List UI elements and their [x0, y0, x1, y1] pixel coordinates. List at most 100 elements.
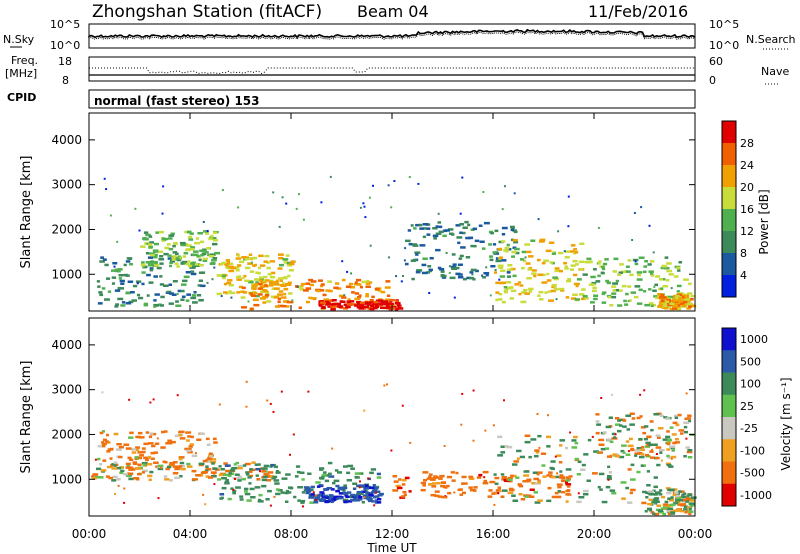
- y-tick-label: 2000: [51, 427, 82, 441]
- colorbar-label: 8: [740, 247, 747, 260]
- heatmap-cell: [620, 481, 627, 484]
- heatmap-cell: [274, 305, 280, 308]
- heatmap-cell: [153, 461, 159, 464]
- heatmap-cell: [422, 227, 427, 230]
- heatmap-cell: [437, 495, 443, 498]
- heatmap-cell: [636, 447, 642, 450]
- heatmap-cell: [546, 499, 552, 503]
- heatmap-cell: [350, 498, 356, 502]
- heatmap-cell: [361, 280, 367, 284]
- nsky-tick-top: 10^5: [50, 18, 80, 31]
- heatmap-cell: [611, 492, 617, 495]
- heatmap-cell: [120, 304, 126, 307]
- heatmap-cell: [644, 510, 648, 513]
- heatmap-cell: [554, 491, 559, 495]
- heatmap-cell: [269, 475, 274, 478]
- heatmap-cell: [257, 293, 263, 296]
- heatmap-cell: [150, 260, 154, 263]
- heatmap-cell: [350, 272, 353, 275]
- heatmap-cell: [255, 474, 259, 477]
- heatmap-cell: [147, 264, 154, 267]
- colorbar-swatch: [722, 483, 736, 507]
- heatmap-cell: [247, 476, 252, 479]
- heatmap-cell: [155, 231, 160, 234]
- heatmap-cell: [481, 274, 483, 277]
- heatmap-cell: [394, 308, 399, 311]
- heatmap-cell: [365, 285, 371, 288]
- heatmap-cell: [153, 305, 157, 308]
- heatmap-cell: [596, 423, 602, 426]
- heatmap-cell: [318, 304, 323, 307]
- heatmap-cell: [634, 260, 637, 263]
- velocity-colorbar-title: Velocity [m s⁻¹]: [779, 377, 793, 470]
- heatmap-cell: [258, 276, 263, 279]
- heatmap-cell: [210, 234, 214, 238]
- heatmap-cell: [638, 288, 643, 292]
- heatmap-cell: [538, 446, 541, 449]
- heatmap-cell: [352, 487, 357, 490]
- heatmap-cell: [665, 435, 671, 439]
- heatmap-cell: [503, 290, 508, 294]
- heatmap-cell: [363, 205, 366, 208]
- heatmap-cell: [683, 492, 687, 495]
- heatmap-cell: [278, 256, 284, 260]
- heatmap-cell: [661, 306, 667, 309]
- heatmap-cell: [685, 437, 688, 440]
- heatmap-cell: [401, 478, 407, 482]
- heatmap-cell: [145, 233, 151, 237]
- heatmap-cell: [498, 278, 501, 281]
- heatmap-cell: [172, 461, 178, 464]
- heatmap-cell: [642, 490, 647, 494]
- heatmap-cell: [630, 291, 637, 294]
- heatmap-cell: [149, 268, 154, 272]
- heatmap-cell: [169, 264, 173, 268]
- heatmap-cell: [141, 461, 148, 465]
- heatmap-cell: [190, 435, 194, 439]
- cpid-label: CPID: [7, 91, 36, 104]
- heatmap-cell: [395, 300, 399, 303]
- heatmap-cell: [289, 262, 295, 266]
- heatmap-cell: [236, 278, 242, 281]
- heatmap-cell: [686, 417, 692, 420]
- heatmap-cell: [375, 491, 377, 494]
- heatmap-cell: [376, 472, 381, 476]
- heatmap-cell: [365, 305, 369, 308]
- heatmap-cell: [285, 283, 292, 286]
- heatmap-cell: [493, 251, 499, 254]
- heatmap-cell: [652, 498, 659, 501]
- heatmap-cell: [538, 240, 545, 243]
- heatmap-cell: [295, 285, 299, 288]
- heatmap-cell: [327, 497, 332, 501]
- heatmap-cell: [550, 289, 556, 293]
- heatmap-cell: [565, 250, 570, 253]
- heatmap-cell: [556, 472, 559, 475]
- heatmap-cell: [191, 261, 197, 264]
- heatmap-cell: [579, 293, 585, 296]
- heatmap-cell: [188, 264, 193, 268]
- heatmap-cell: [212, 437, 217, 441]
- heatmap-cell: [653, 413, 660, 416]
- heatmap-cell: [216, 292, 223, 296]
- colorbar-swatch: [722, 350, 736, 373]
- heatmap-cell: [595, 420, 600, 423]
- heatmap-cell: [198, 299, 204, 302]
- heatmap-cell: [102, 258, 107, 261]
- heatmap-cell: [606, 477, 612, 480]
- heatmap-cell: [519, 284, 524, 287]
- heatmap-cell: [524, 243, 531, 246]
- heatmap-cell: [448, 265, 451, 268]
- heatmap-cell: [430, 493, 437, 497]
- heatmap-cell: [422, 484, 427, 487]
- heatmap-cell: [690, 295, 696, 298]
- heatmap-cell: [187, 465, 193, 468]
- heatmap-cell: [470, 244, 474, 248]
- heatmap-cell: [343, 294, 346, 297]
- heatmap-cell: [277, 300, 281, 304]
- heatmap-cell: [511, 255, 515, 258]
- heatmap-cell: [677, 269, 681, 272]
- heatmap-cell: [295, 207, 298, 210]
- heatmap-cell: [380, 306, 385, 309]
- heatmap-cell: [484, 429, 487, 432]
- heatmap-cell: [181, 283, 187, 286]
- heatmap-cell: [446, 484, 450, 488]
